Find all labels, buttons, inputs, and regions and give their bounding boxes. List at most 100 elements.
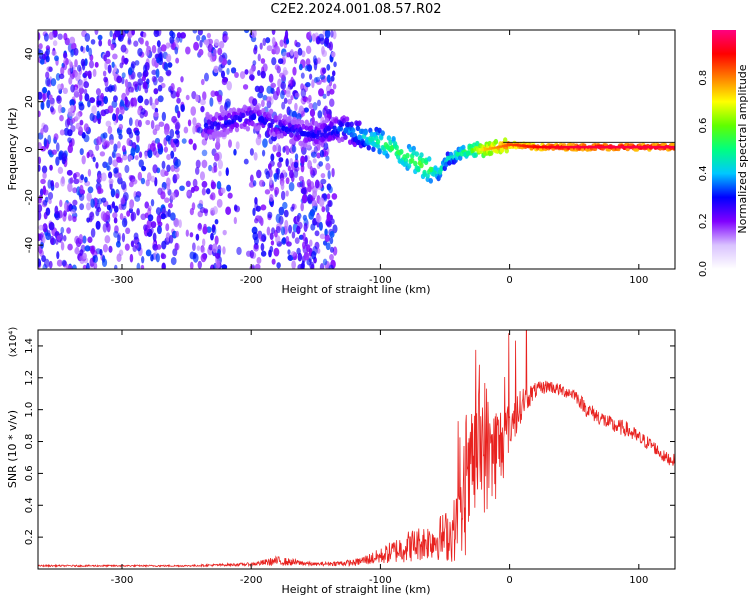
spectrogram-speckle: [90, 39, 96, 45]
snr-plot: -300 -200 -100 0 100 0.2 0.4 0.6 0.8 1.0 1.2 1.4 H…: [6, 327, 676, 596]
spectrogram-speckle: [173, 145, 177, 153]
spectrogram-speckle: [202, 226, 208, 235]
spectrogram-speckle: [305, 81, 311, 88]
spectrogram-speckle: [278, 58, 284, 65]
spectrogram-speckle: [226, 81, 232, 91]
spectrogram-ridge-core: [664, 145, 668, 149]
spectrogram-speckle: [134, 130, 140, 136]
spectrogram-speckle: [271, 227, 275, 234]
spectrogram-speckle: [45, 71, 50, 79]
spectrogram-speckle: [200, 246, 206, 254]
spectrogram-speckle: [253, 46, 258, 55]
spectrogram-speckle: [42, 185, 47, 195]
spectrogram-ridge-cell: [377, 147, 382, 154]
spectrogram-speckle: [280, 81, 286, 90]
spectrogram-speckle: [218, 170, 222, 177]
spectrogram-speckle: [84, 176, 88, 183]
spectrogram-speckle: [133, 232, 139, 240]
spectrogram-speckle: [154, 98, 159, 106]
spectrogram-speckle: [319, 263, 325, 269]
spectrogram-speckle: [179, 185, 185, 192]
spectrogram-speckle: [144, 151, 148, 160]
spectrogram-speckle: [249, 265, 255, 269]
spectrogram-speckle: [298, 63, 303, 71]
spectrogram-speckle: [275, 213, 281, 224]
spectrogram-speckle: [156, 225, 162, 235]
spectrogram-speckle: [196, 126, 203, 134]
spectrogram-speckle: [177, 110, 181, 119]
spectrogram-speckle: [190, 186, 195, 194]
spectrogram-speckle: [316, 57, 321, 64]
spectrogram-speckle: [306, 141, 311, 149]
spectrogram-speckle: [107, 85, 113, 92]
spectrogram-speckle: [96, 100, 102, 106]
spectrogram-ridge-core: [646, 145, 650, 149]
spectrogram-speckle: [176, 133, 180, 139]
spectrogram-speckle: [304, 65, 309, 72]
spectrogram-speckle: [121, 72, 126, 79]
spectrogram-speckle: [269, 177, 273, 186]
spectrogram-ridge-cell: [203, 133, 209, 139]
spectrogram-speckle: [81, 155, 86, 165]
spectrogram-speckle: [43, 258, 50, 268]
spectrogram-ridge-cell: [234, 122, 240, 129]
spectrogram-speckle: [156, 244, 162, 250]
spectrogram-speckle: [103, 96, 109, 105]
spectrogram-speckle: [116, 253, 122, 263]
spectrogram-speckle: [312, 101, 318, 111]
spectrogram-speckle: [285, 158, 289, 167]
spectrogram-speckle: [222, 229, 227, 236]
spectrogram-speckle: [113, 230, 119, 238]
spectrogram-speckle: [167, 62, 173, 68]
spectrogram-speckle: [192, 242, 196, 251]
spectrogram-ridge-cell: [489, 150, 494, 156]
spectrogram-speckle: [126, 138, 132, 146]
spectrogram-speckle: [259, 217, 264, 226]
spectrogram-speckle: [127, 36, 132, 45]
spectrogram-speckle: [253, 236, 259, 245]
spectrogram-speckle: [252, 60, 257, 66]
spectrogram-speckle: [107, 64, 112, 74]
spectrogram-speckle: [60, 66, 65, 76]
spectrogram-speckle: [319, 149, 325, 158]
spectrogram-speckle: [160, 168, 167, 178]
spectrogram-ridge-cell: [406, 163, 412, 169]
spectrogram-speckle: [88, 47, 93, 57]
spectrogram-speckle: [274, 64, 280, 71]
spectrogram-speckle: [282, 51, 288, 59]
spectrogram-speckle: [309, 239, 313, 247]
spectrogram-ridge-cell: [299, 119, 305, 126]
spectrogram-speckle: [319, 74, 326, 80]
spectrogram-speckle: [323, 105, 328, 111]
spectrogram-speckle: [155, 253, 160, 263]
spectrogram-speckle: [324, 228, 328, 237]
spectrogram-speckle: [209, 53, 216, 63]
spectrogram-ridge-cell: [304, 119, 309, 126]
spectrogram-speckle: [110, 43, 115, 51]
spectrogram-ridge-core: [504, 144, 508, 147]
spectrogram-speckle: [293, 161, 299, 169]
spectrogram-speckle: [281, 101, 286, 110]
spectrogram-speckle: [112, 113, 117, 122]
spectrogram-speckle: [203, 72, 209, 82]
spectrogram-speckle: [50, 78, 57, 87]
spectrogram-ridge-core: [625, 145, 629, 149]
spectrogram-ridge-cell: [357, 120, 362, 126]
spectrogram-speckle: [124, 30, 129, 34]
spectrogram-speckle: [199, 39, 203, 48]
spectrogram-ridge-core: [638, 145, 642, 149]
spectrogram-speckle: [150, 175, 156, 183]
spectrogram-speckle: [208, 164, 213, 172]
spectrogram-ridge-core: [519, 144, 523, 147]
spectrogram-speckle: [309, 165, 314, 176]
spectrogram-speckle: [308, 102, 314, 110]
spectrogram-speckle: [213, 38, 220, 47]
spectrogram-speckle: [155, 68, 160, 78]
spectrogram-ridge-cell: [344, 116, 350, 122]
spectrogram-speckle: [173, 217, 180, 228]
spectrogram-speckle: [332, 83, 337, 90]
spectrogram-ridge-core: [589, 145, 593, 149]
spectrogram-speckle: [118, 113, 124, 121]
spectrogram-speckle: [170, 150, 175, 159]
spectrogram-speckle: [329, 246, 334, 253]
